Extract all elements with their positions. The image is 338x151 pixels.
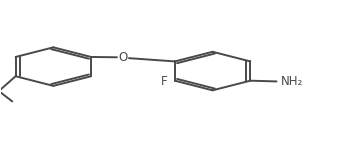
Text: NH₂: NH₂ [281,75,304,88]
Text: F: F [161,75,167,88]
Text: O: O [118,51,127,64]
